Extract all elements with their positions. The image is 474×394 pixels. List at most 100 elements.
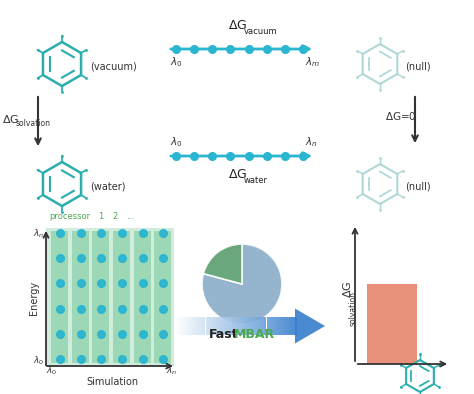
Text: 1: 1 — [98, 212, 103, 221]
Polygon shape — [187, 317, 189, 335]
Text: Energy: Energy — [29, 281, 39, 315]
Polygon shape — [193, 317, 195, 335]
Polygon shape — [274, 317, 277, 335]
Bar — [113, 231, 130, 363]
Polygon shape — [248, 317, 250, 335]
Polygon shape — [269, 317, 271, 335]
Polygon shape — [206, 317, 208, 335]
Text: vacuum: vacuum — [244, 26, 278, 35]
Wedge shape — [203, 244, 242, 284]
Text: solvation: solvation — [16, 119, 51, 128]
Text: $\lambda_n$: $\lambda_n$ — [166, 365, 178, 377]
Polygon shape — [236, 317, 238, 335]
Polygon shape — [266, 317, 269, 335]
Polygon shape — [293, 317, 295, 335]
Text: 2: 2 — [112, 212, 117, 221]
Text: $\lambda_0$: $\lambda_0$ — [170, 135, 182, 149]
Polygon shape — [175, 317, 177, 335]
Polygon shape — [264, 317, 266, 335]
Polygon shape — [258, 317, 260, 335]
Polygon shape — [260, 317, 263, 335]
Polygon shape — [185, 317, 187, 335]
Text: Simulation: Simulation — [86, 377, 138, 387]
Polygon shape — [224, 317, 226, 335]
Polygon shape — [218, 317, 220, 335]
Polygon shape — [246, 317, 248, 335]
Polygon shape — [208, 317, 210, 335]
Polygon shape — [255, 317, 256, 335]
Polygon shape — [283, 317, 285, 335]
Polygon shape — [222, 317, 224, 335]
Text: $\lambda_0$: $\lambda_0$ — [33, 355, 44, 367]
Polygon shape — [250, 317, 252, 335]
Polygon shape — [279, 317, 281, 335]
Text: $\Delta$G: $\Delta$G — [228, 19, 247, 32]
Text: Fast: Fast — [209, 327, 239, 340]
Polygon shape — [277, 317, 279, 335]
Text: (water): (water) — [90, 181, 126, 191]
Text: $\lambda_0$: $\lambda_0$ — [46, 365, 58, 377]
Bar — [46, 228, 174, 366]
Polygon shape — [285, 317, 287, 335]
Text: (null): (null) — [405, 181, 430, 191]
Text: $\Delta$G=0: $\Delta$G=0 — [385, 110, 417, 122]
Text: water: water — [244, 175, 268, 184]
Text: ...: ... — [126, 212, 134, 221]
Polygon shape — [216, 317, 218, 335]
Polygon shape — [244, 317, 246, 335]
Polygon shape — [273, 317, 274, 335]
Polygon shape — [252, 317, 254, 335]
Text: (null): (null) — [405, 61, 430, 71]
Polygon shape — [195, 317, 197, 335]
Polygon shape — [228, 317, 230, 335]
Polygon shape — [295, 317, 297, 335]
Text: $\Delta$G: $\Delta$G — [2, 113, 19, 125]
Polygon shape — [191, 317, 193, 335]
Text: $\lambda_0$: $\lambda_0$ — [170, 55, 182, 69]
Polygon shape — [220, 317, 222, 335]
Polygon shape — [291, 317, 293, 335]
Text: solvation: solvation — [348, 290, 357, 325]
Bar — [367, 284, 417, 364]
Bar — [72, 231, 89, 363]
Text: $\lambda_n$: $\lambda_n$ — [33, 228, 44, 240]
Polygon shape — [203, 317, 205, 335]
Polygon shape — [177, 317, 179, 335]
Polygon shape — [214, 317, 216, 335]
Bar — [92, 231, 109, 363]
Polygon shape — [197, 317, 200, 335]
Polygon shape — [181, 317, 183, 335]
Polygon shape — [234, 317, 236, 335]
Wedge shape — [202, 244, 282, 324]
Polygon shape — [281, 317, 283, 335]
Text: MBAR: MBAR — [233, 327, 274, 340]
Polygon shape — [287, 317, 289, 335]
Polygon shape — [242, 317, 244, 335]
Polygon shape — [289, 317, 291, 335]
Text: processor: processor — [49, 212, 90, 221]
Polygon shape — [226, 317, 228, 335]
Polygon shape — [210, 317, 211, 335]
Polygon shape — [295, 309, 325, 344]
Polygon shape — [256, 317, 258, 335]
Bar — [134, 231, 151, 363]
Polygon shape — [232, 317, 234, 335]
Polygon shape — [271, 317, 273, 335]
Bar — [155, 231, 171, 363]
Text: $\Delta$G: $\Delta$G — [341, 281, 353, 297]
Polygon shape — [189, 317, 191, 335]
Polygon shape — [230, 317, 232, 335]
Bar — [51, 231, 68, 363]
Polygon shape — [263, 317, 264, 335]
Polygon shape — [211, 317, 214, 335]
Text: (vacuum): (vacuum) — [90, 61, 137, 71]
Polygon shape — [179, 317, 181, 335]
Polygon shape — [238, 317, 240, 335]
Polygon shape — [183, 317, 185, 335]
Text: $\Delta$G: $\Delta$G — [228, 167, 247, 180]
Text: $\lambda_m$: $\lambda_m$ — [305, 55, 320, 69]
Polygon shape — [200, 317, 201, 335]
Polygon shape — [240, 317, 242, 335]
Text: $\lambda_n$: $\lambda_n$ — [305, 135, 318, 149]
Polygon shape — [201, 317, 203, 335]
